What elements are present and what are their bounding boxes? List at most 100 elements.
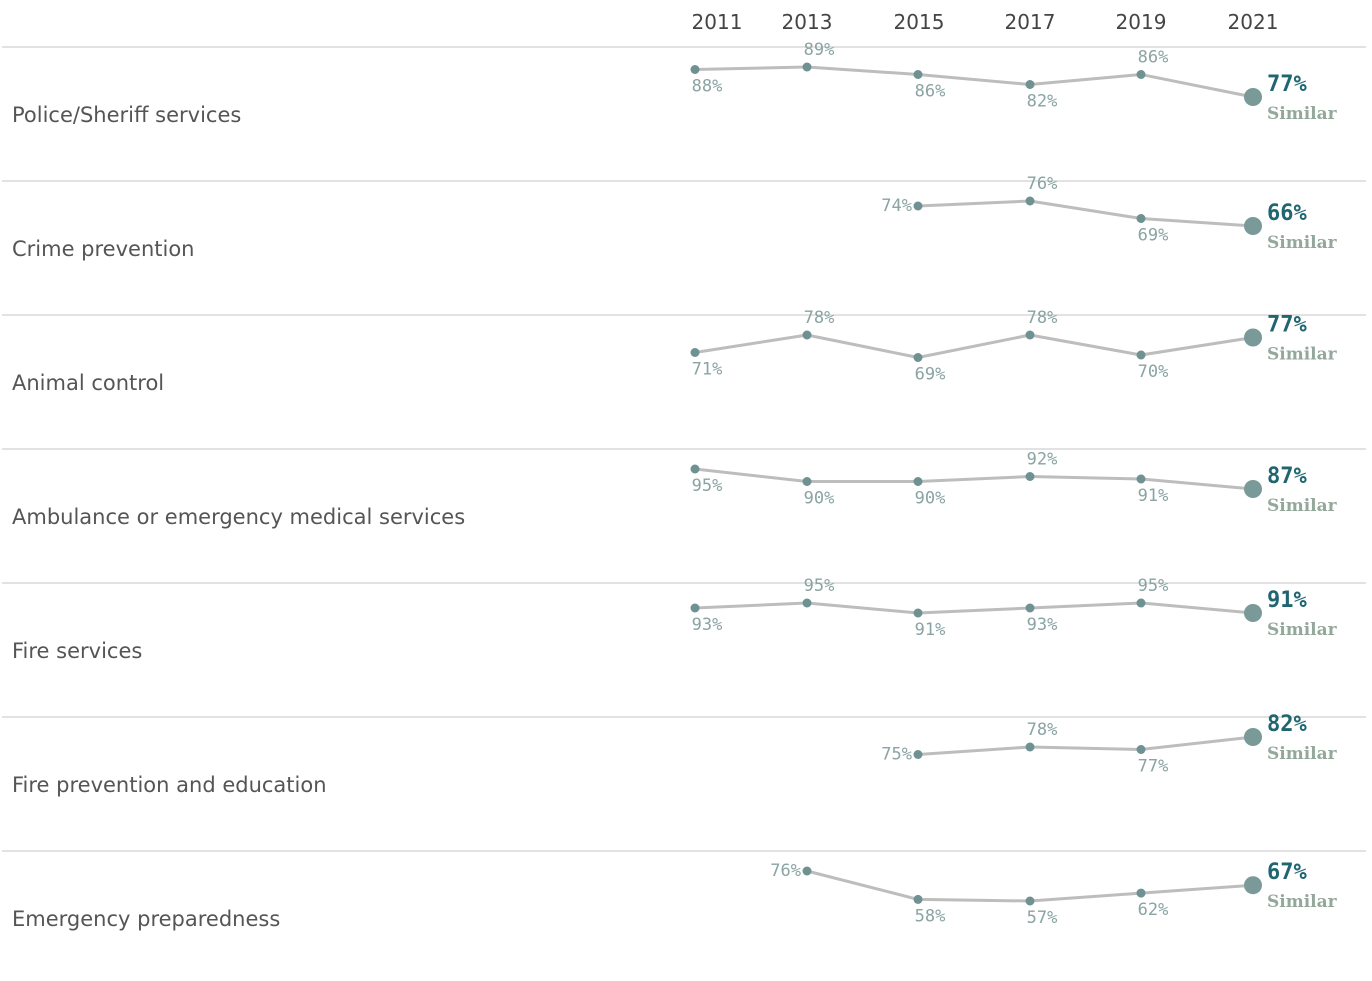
comparison-label: Similar — [1267, 744, 1338, 764]
point-value-label: 62% — [1138, 900, 1169, 920]
point-value-label: 89% — [804, 40, 835, 60]
data-point — [1025, 472, 1035, 481]
data-point — [1025, 330, 1035, 340]
data-point — [1136, 474, 1146, 484]
data-point — [802, 62, 812, 72]
point-value-label: 69% — [1138, 226, 1169, 246]
data-point — [690, 65, 700, 74]
point-value-label: 74% — [881, 196, 912, 216]
point-value-label: 93% — [1027, 615, 1058, 635]
final-point — [1244, 480, 1262, 498]
data-point — [913, 894, 923, 904]
final-point — [1244, 328, 1262, 347]
year-label-2013: 2013 — [782, 10, 833, 34]
point-value-label: 70% — [1138, 362, 1169, 382]
data-point — [913, 353, 923, 362]
point-value-label: 86% — [915, 82, 946, 102]
data-point — [913, 750, 923, 759]
series-line — [694, 467, 1254, 491]
final-value-label: 77% — [1267, 72, 1307, 97]
row-5: Fire services 93% 95% 91% 93% 95% 91% Similar — [2, 576, 1366, 663]
point-value-label: 82% — [1027, 92, 1058, 112]
point-value-label: 78% — [804, 308, 835, 328]
series-line — [917, 735, 1254, 756]
data-point — [1025, 196, 1035, 206]
data-point — [802, 330, 812, 340]
row-3: Animal control 71% 78% 69% 78% 70% 77% Similar — [2, 308, 1366, 395]
row-label: Animal control — [12, 371, 164, 395]
point-value-label: 90% — [804, 489, 835, 509]
point-value-label: 95% — [804, 576, 835, 596]
point-value-label: 69% — [915, 365, 946, 385]
point-value-label: 78% — [1027, 720, 1058, 740]
year-label-2015: 2015 — [894, 10, 945, 34]
row-2: Crime prevention 74% 76% 69% 66% Similar — [2, 174, 1366, 261]
point-value-label: 90% — [915, 489, 946, 509]
data-point — [1025, 742, 1035, 752]
point-value-label: 95% — [692, 476, 723, 496]
year-axis: 2011 2013 2015 2017 2019 2021 — [692, 10, 1279, 34]
point-value-label: 75% — [881, 745, 912, 765]
final-point — [1244, 876, 1262, 895]
series-line — [694, 333, 1254, 359]
data-point — [802, 866, 812, 876]
point-value-label: 57% — [1027, 908, 1058, 928]
year-label-2017: 2017 — [1005, 10, 1056, 34]
year-label-2011: 2011 — [692, 10, 743, 34]
point-value-label: 86% — [1138, 48, 1169, 68]
data-point — [1025, 896, 1035, 906]
row-1: Police/Sheriff services 88% 89% 86% 82% 86% 77… — [2, 40, 1366, 127]
point-value-label: 91% — [915, 620, 946, 640]
data-point — [690, 603, 700, 613]
row-4: Ambulance or emergency medical services 9… — [2, 448, 1366, 529]
comparison-label: Similar — [1267, 496, 1338, 516]
comparison-label: Similar — [1267, 620, 1338, 640]
point-value-label: 88% — [692, 77, 723, 97]
data-point — [1136, 70, 1146, 79]
final-value-label: 87% — [1267, 464, 1307, 489]
point-value-label: 58% — [915, 906, 946, 926]
year-label-2019: 2019 — [1116, 10, 1167, 34]
data-point — [1136, 598, 1146, 608]
year-label-2021: 2021 — [1228, 10, 1279, 34]
data-point — [690, 348, 700, 357]
data-point — [913, 70, 923, 79]
row-7: Emergency preparedness 76% 58% 57% 62% 67% Sim… — [2, 850, 1366, 931]
point-value-label: 91% — [1138, 486, 1169, 506]
point-value-label: 77% — [1138, 757, 1169, 777]
point-value-label: 71% — [692, 360, 723, 380]
data-point — [1025, 80, 1035, 89]
data-point — [1136, 745, 1146, 754]
data-point — [1025, 603, 1035, 613]
point-value-label: 78% — [1027, 308, 1058, 328]
point-value-label: 92% — [1027, 450, 1058, 470]
point-value-label: 95% — [1138, 576, 1169, 596]
final-value-label: 66% — [1267, 201, 1307, 226]
chart-rows: Police/Sheriff services 88% 89% 86% 82% 86% 77… — [2, 40, 1366, 931]
series-line — [917, 199, 1254, 228]
comparison-label: Similar — [1267, 104, 1338, 124]
final-value-label: 82% — [1267, 712, 1307, 737]
row-label: Fire services — [12, 639, 142, 663]
point-value-label: 76% — [1027, 174, 1058, 194]
final-point — [1244, 604, 1262, 622]
data-point — [1136, 888, 1146, 898]
row-label: Fire prevention and education — [12, 773, 327, 797]
data-point — [1136, 350, 1146, 360]
final-point — [1244, 88, 1262, 106]
comparison-label: Similar — [1267, 233, 1338, 253]
final-value-label: 77% — [1267, 313, 1307, 338]
data-point — [802, 477, 812, 486]
data-point — [913, 201, 923, 211]
final-value-label: 67% — [1267, 860, 1307, 885]
row-label: Ambulance or emergency medical services — [12, 505, 465, 529]
final-point — [1244, 217, 1262, 235]
data-point — [913, 477, 923, 486]
series-line — [694, 65, 1254, 99]
comparison-label: Similar — [1267, 892, 1338, 912]
final-point — [1244, 728, 1262, 746]
row-label: Emergency preparedness — [12, 907, 280, 931]
data-point — [802, 598, 812, 608]
series-line — [694, 601, 1254, 615]
